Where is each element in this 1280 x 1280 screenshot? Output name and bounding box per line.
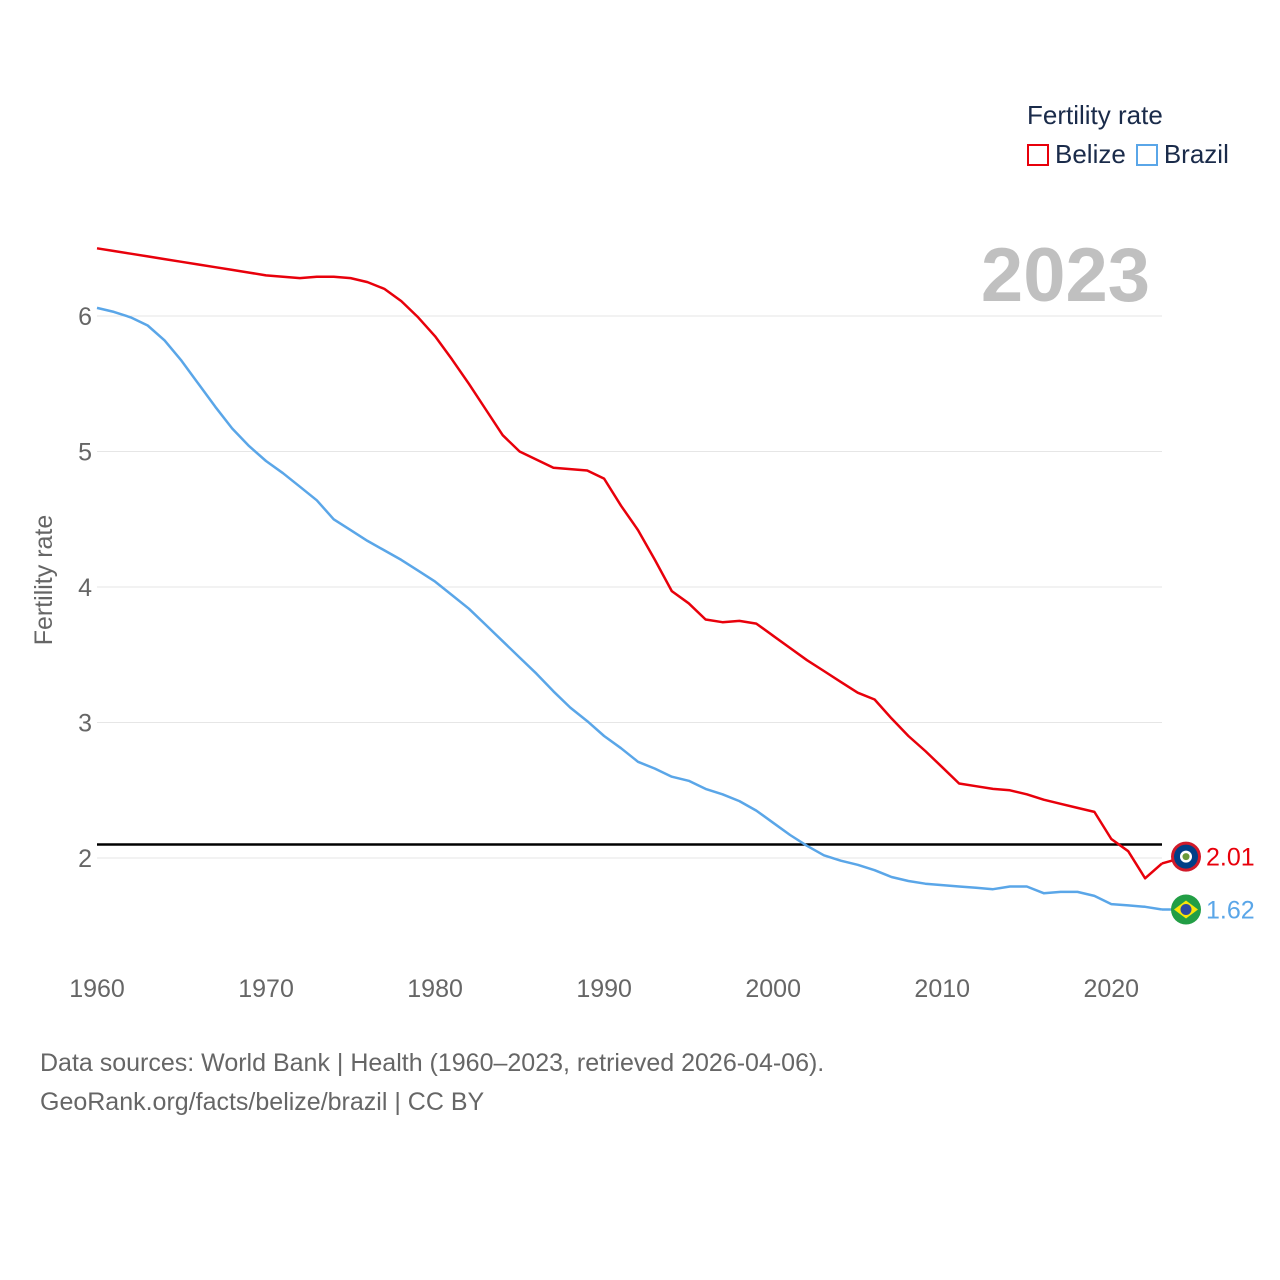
y-tick-label-6: 6 — [78, 303, 92, 331]
x-tick-label-2010: 2010 — [914, 975, 970, 1003]
y-axis-label: Fertility rate — [30, 515, 58, 646]
legend-label-belize: Belize — [1055, 139, 1126, 169]
flag-brazil-globe — [1180, 903, 1192, 915]
x-tick-label-2020: 2020 — [1083, 975, 1139, 1003]
end-value-label-brazil: 1.62 — [1206, 896, 1255, 924]
x-tick-label-1980: 1980 — [407, 975, 463, 1003]
legend-item-belize[interactable]: Belize — [1027, 139, 1126, 170]
y-axis-ticks: 2 3 4 5 6 — [78, 303, 92, 873]
legend-item-brazil[interactable]: Brazil — [1135, 139, 1229, 170]
flag-belize-emblem-center — [1182, 853, 1190, 861]
y-tick-label-4: 4 — [78, 574, 92, 602]
x-tick-label-1990: 1990 — [576, 975, 632, 1003]
x-axis-ticks: 1960 1970 1980 1990 2000 2010 2020 — [69, 975, 1139, 1003]
flag-belize-icon — [1171, 841, 1201, 872]
x-tick-label-1960: 1960 — [69, 975, 125, 1003]
footer-sources: Data sources: World Bank | Health (1960–… — [40, 1049, 825, 1077]
x-tick-label-1970: 1970 — [238, 975, 294, 1003]
legend: Fertility rate Belize Brazil — [1027, 100, 1239, 170]
legend-items: Belize Brazil — [1027, 139, 1239, 170]
footer-attribution[interactable]: GeoRank.org/facts/belize/brazil | CC BY — [40, 1088, 485, 1116]
legend-title: Fertility rate — [1027, 100, 1163, 130]
end-value-label-belize: 2.01 — [1206, 844, 1255, 872]
data-source-footer: Data sources: World Bank | Health (1960–… — [40, 1044, 824, 1122]
series-line-brazil — [96, 306, 1163, 911]
year-label: 2023 — [980, 233, 1150, 318]
y-tick-label-2: 2 — [78, 845, 92, 873]
legend-swatch-belize — [1027, 143, 1049, 166]
series-lines — [96, 247, 1163, 911]
gridlines — [97, 315, 1162, 859]
y-tick-label-5: 5 — [78, 439, 92, 467]
legend-label-brazil: Brazil — [1163, 139, 1229, 169]
series-end-markers: 2.01 1.62 — [1161, 841, 1255, 925]
y-tick-label-3: 3 — [78, 710, 92, 738]
legend-swatch-brazil — [1135, 143, 1158, 166]
flag-brazil-icon — [1171, 894, 1201, 925]
x-tick-label-2000: 2000 — [745, 975, 801, 1003]
series-line-belize — [96, 247, 1163, 880]
